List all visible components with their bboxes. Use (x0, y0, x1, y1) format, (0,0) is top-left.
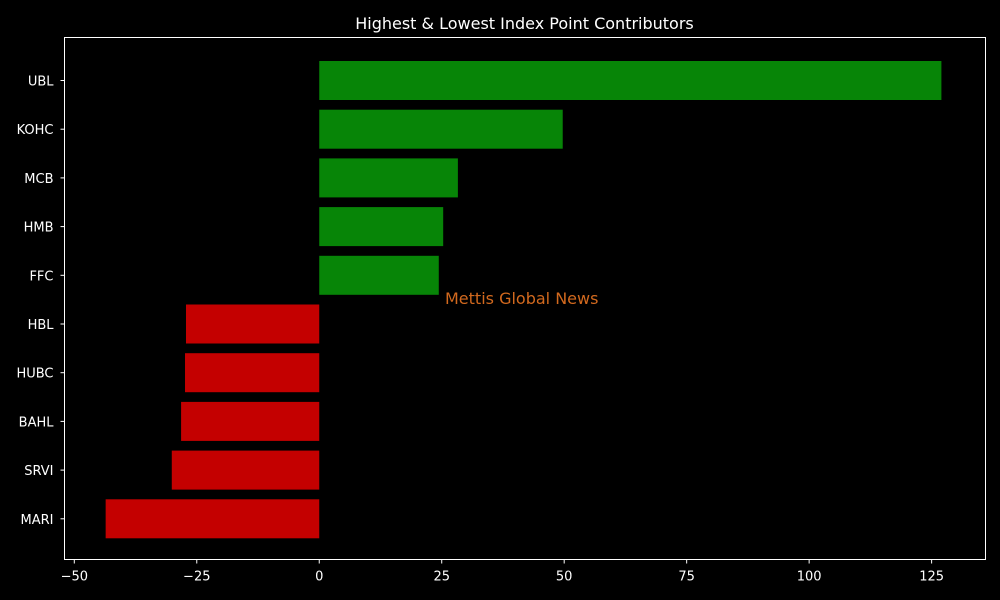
x-tick-label: 75 (678, 570, 695, 585)
bar-hbl (185, 304, 320, 344)
y-tick-label-mcb: MCB (24, 172, 53, 187)
bar-mcb (319, 158, 458, 198)
bar-hubc (185, 353, 320, 393)
y-tick-label-bahl: BAHL (19, 415, 55, 430)
bar-ffc (319, 255, 439, 295)
y-tick-label-mari: MARI (21, 513, 54, 528)
x-tick-label: 100 (797, 570, 822, 585)
bar-kohc (319, 109, 563, 149)
bar-mari (105, 499, 320, 539)
chart-title: Highest & Lowest Index Point Contributor… (355, 14, 694, 33)
y-tick-label-srvi: SRVI (24, 464, 53, 479)
bar-ubl (319, 61, 942, 100)
x-tick-label: −25 (183, 570, 210, 585)
y-tick-label-hmb: HMB (24, 221, 54, 236)
x-tick-label: 25 (433, 570, 450, 585)
x-tick-label: 125 (919, 570, 944, 585)
x-tick-label: 50 (556, 570, 573, 585)
y-tick-label-kohc: KOHC (17, 123, 54, 138)
y-tick-label-ffc: FFC (29, 269, 53, 284)
watermark-text: Mettis Global News (445, 289, 598, 308)
y-axis: UBL KOHC MCB HMB FFC HBL HUBC BAHL SRVI MARI (16, 75, 65, 528)
bars-group (105, 61, 942, 539)
bar-bahl (181, 401, 320, 441)
bar-hmb (319, 207, 444, 247)
y-tick-label-hubc: HUBC (16, 367, 53, 382)
plot-frame (64, 37, 986, 560)
bar-srvi (171, 450, 320, 490)
x-tick-label: −50 (61, 570, 88, 585)
y-tick-label-ubl: UBL (28, 75, 54, 90)
x-tick-label: 0 (315, 570, 323, 585)
y-tick-label-hbl: HBL (28, 318, 55, 333)
x-axis: −50 −25 0 25 50 75 100 125 (61, 559, 944, 585)
